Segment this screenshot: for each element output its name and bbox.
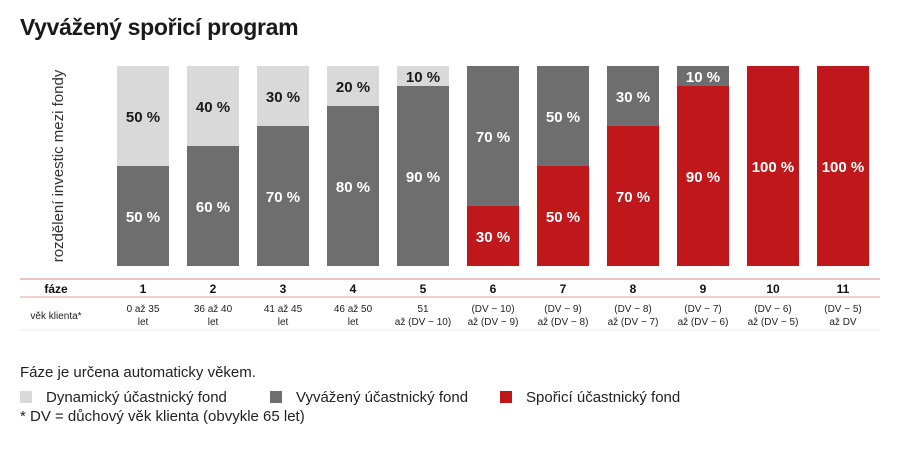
data-label: 50 % [546, 209, 580, 226]
age-range-line2: let [348, 317, 359, 328]
data-label: 40 % [196, 99, 230, 116]
bar-segment [327, 106, 379, 266]
bar-segment [537, 166, 589, 266]
legend-swatch-balanced [270, 391, 282, 403]
phase-tick-label: 10 [766, 282, 780, 296]
y-axis-label: rozdělení investic mezi fondy [50, 69, 67, 262]
phase-tick-label: 3 [280, 282, 287, 296]
bar-segment [677, 66, 729, 86]
data-label: 70 % [266, 189, 300, 206]
data-label: 50 % [126, 209, 160, 226]
data-label: 10 % [686, 69, 720, 86]
age-header: věk klienta* [30, 311, 81, 322]
bar-segment [327, 66, 379, 106]
data-label: 30 % [476, 229, 510, 246]
age-range-line2: let [138, 317, 149, 328]
legend-swatch-saving [500, 391, 512, 403]
data-label: 100 % [822, 159, 865, 176]
bar-segment [257, 126, 309, 266]
chart-title: Vyvážený spořicí program [20, 14, 299, 40]
stacked-bar-chart: rozdělení investic mezi fondy 50 %50 %60 … [20, 66, 880, 331]
legend-item-dynamic: Dynamický účastnický fond [20, 388, 227, 406]
data-label: 90 % [406, 169, 440, 186]
data-label: 80 % [336, 179, 370, 196]
age-range-line1: (DV − 9) [544, 304, 582, 315]
age-range-line2: až (DV − 10) [395, 317, 451, 328]
phase-tick-label: 5 [420, 282, 427, 296]
age-range-line1: (DV − 8) [614, 304, 652, 315]
bar-segment [817, 66, 869, 266]
legend-item-balanced: Vyvážený účastnický fond [270, 388, 468, 406]
age-range-line2: až (DV − 8) [538, 317, 589, 328]
legend-item-saving: Spořicí účastnický fond [500, 388, 680, 406]
data-label: 90 % [686, 169, 720, 186]
bar-segment [187, 66, 239, 146]
bar-segment [257, 66, 309, 126]
age-range-line1: 46 až 50 [334, 304, 373, 315]
data-label: 70 % [616, 189, 650, 206]
phase-tick-label: 8 [630, 282, 637, 296]
data-label: 30 % [616, 89, 650, 106]
phase-header: fáze [44, 282, 68, 296]
legend-label-dynamic: Dynamický účastnický fond [46, 388, 227, 406]
bar-segment [187, 146, 239, 266]
bar-segment [747, 66, 799, 266]
age-range-line1: (DV − 5) [824, 304, 862, 315]
phase-tick-label: 2 [210, 282, 217, 296]
legend-swatch-dynamic [20, 391, 32, 403]
age-range-line1: 41 až 45 [264, 304, 303, 315]
age-range-line2: až (DV − 6) [678, 317, 729, 328]
age-range-line1: 0 až 35 [127, 304, 160, 315]
bar-segment [397, 66, 449, 86]
age-range-line2: až DV [829, 317, 857, 328]
age-range-line1: 36 až 40 [194, 304, 233, 315]
bar-segment [117, 166, 169, 266]
phase-note: Fáze je určena automaticky věkem. [20, 364, 256, 381]
data-label: 70 % [476, 129, 510, 146]
data-label: 100 % [752, 159, 795, 176]
data-label: 60 % [196, 199, 230, 216]
phase-tick-label: 9 [700, 282, 707, 296]
data-label: 30 % [266, 89, 300, 106]
age-range-line1: (DV − 6) [754, 304, 792, 315]
bar-segment [537, 66, 589, 166]
age-range-line2: až (DV − 7) [608, 317, 659, 328]
bar-segment [677, 86, 729, 266]
data-label: 50 % [126, 109, 160, 126]
age-range-line2: až (DV − 9) [468, 317, 519, 328]
footnote: * DV = důchový věk klienta (obvykle 65 l… [20, 408, 305, 425]
age-range-line2: let [278, 317, 289, 328]
bar-segment [467, 206, 519, 266]
phase-tick-label: 11 [837, 282, 850, 296]
legend-label-balanced: Vyvážený účastnický fond [296, 388, 469, 406]
age-range-line1: (DV − 10) [471, 304, 514, 315]
phase-tick-label: 6 [490, 282, 497, 296]
bar-segment [117, 66, 169, 166]
data-label: 10 % [406, 69, 440, 86]
age-range-line2: až (DV − 5) [748, 317, 799, 328]
age-range-line1: (DV − 7) [684, 304, 722, 315]
bar-segment [467, 66, 519, 206]
age-range-line1: 51 [417, 304, 429, 315]
bar-segment [397, 86, 449, 266]
phase-tick-label: 1 [140, 282, 147, 296]
phase-tick-label: 7 [560, 282, 567, 296]
bar-segment [607, 66, 659, 126]
data-label: 50 % [546, 109, 580, 126]
legend-label-saving: Spořicí účastnický fond [526, 388, 681, 406]
phase-tick-label: 4 [350, 282, 357, 296]
data-label: 20 % [336, 79, 370, 96]
age-range-line2: let [208, 317, 219, 328]
bar-segment [607, 126, 659, 266]
